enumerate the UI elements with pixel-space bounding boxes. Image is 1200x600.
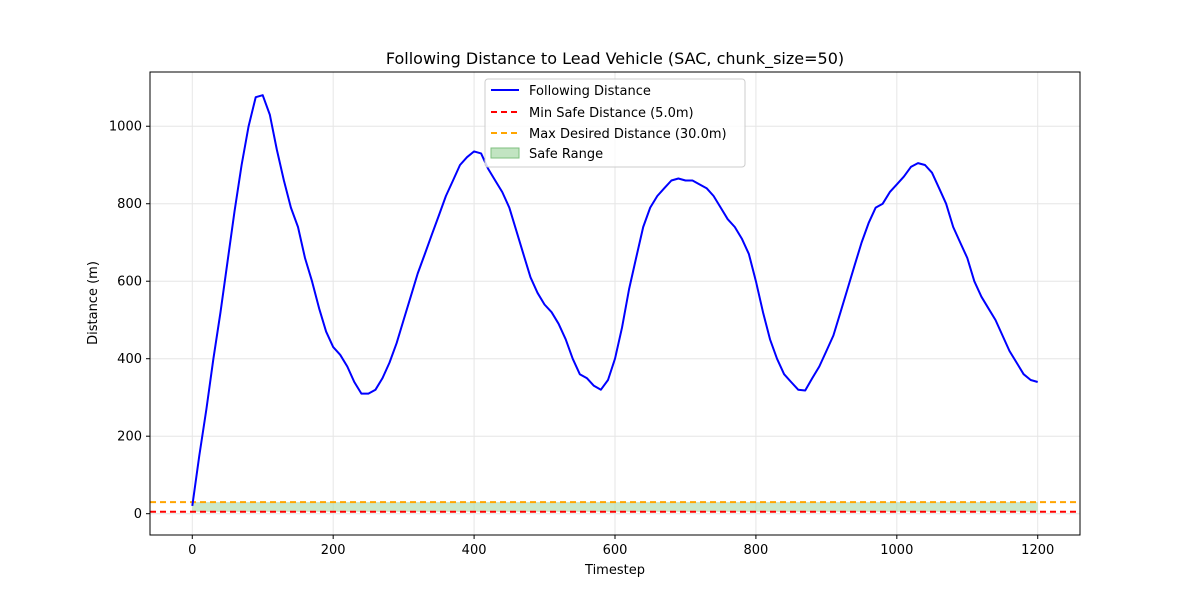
x-tick-label: 1200	[1021, 543, 1054, 558]
x-axis: 0 200 400 600 800 1000 1200	[188, 535, 1054, 558]
y-axis: 0 200 400 600 800 1000	[109, 120, 150, 522]
y-tick-label: 400	[117, 352, 142, 367]
x-tick-label: 200	[321, 543, 346, 558]
legend-max-label: Max Desired Distance (30.0m)	[529, 127, 727, 142]
legend: Following Distance Min Safe Distance (5.…	[484, 78, 746, 168]
chart-title: Following Distance to Lead Vehicle (SAC,…	[386, 49, 844, 69]
legend-range-label: Safe Range	[529, 147, 603, 162]
safe-range-band	[192, 502, 1038, 512]
legend-series-label: Following Distance	[529, 84, 651, 99]
x-tick-label: 600	[603, 543, 628, 558]
plot-area	[150, 94, 1080, 513]
x-tick-label: 0	[188, 543, 196, 558]
following-distance-line	[191, 94, 1038, 507]
x-tick-label: 1000	[880, 543, 913, 558]
y-tick-label: 600	[117, 275, 142, 290]
legend-min-label: Min Safe Distance (5.0m)	[529, 106, 694, 121]
y-tick-label: 800	[117, 197, 142, 212]
legend-box	[484, 78, 746, 168]
y-axis-label: Distance (m)	[86, 261, 101, 345]
x-tick-label: 800	[743, 543, 768, 558]
x-axis-label: Timestep	[584, 563, 645, 578]
x-tick-label: 400	[462, 543, 487, 558]
legend-range-swatch	[490, 147, 520, 159]
y-tick-label: 200	[117, 430, 142, 445]
y-tick-label: 1000	[109, 120, 142, 135]
y-tick-label: 0	[134, 507, 142, 522]
